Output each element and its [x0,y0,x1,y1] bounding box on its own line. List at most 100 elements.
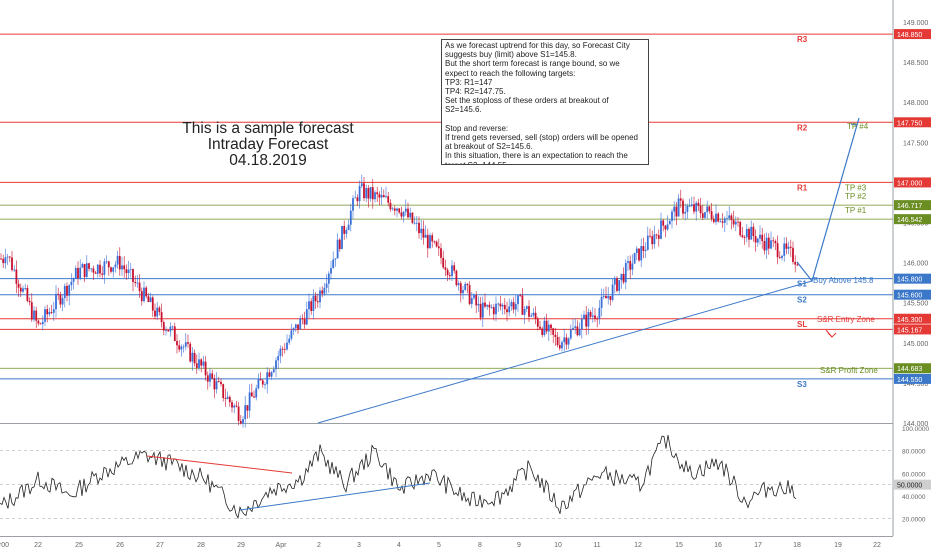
candle-body [52,309,55,313]
candle-body [550,324,552,329]
candle-body [651,236,654,245]
candle-body [556,336,559,346]
candle-body [88,263,90,269]
price-tag-pz: 144.683 [897,366,922,373]
note-line [445,115,645,124]
candle-body [39,323,42,325]
candle-body [468,285,471,305]
candle-body [561,342,563,349]
note-line: Set the stoploss of these orders at brea… [445,96,611,115]
candle-body [787,246,790,249]
candle-body [325,283,328,288]
candle-body [279,348,282,357]
candle-body [162,322,165,331]
candle-body [123,265,126,270]
candle-body [136,282,139,284]
level-label-s1: S1 [797,280,807,289]
candle-body [217,381,220,382]
candle-body [644,249,647,251]
candle-body [607,296,610,299]
candle-body [688,205,691,207]
candle-body [723,218,726,223]
candle-body [655,234,658,236]
candles [0,174,799,428]
candle-body [431,235,434,242]
candle-body [371,187,374,200]
candle-body [426,234,429,249]
candle-body [486,304,489,307]
candle-body [514,303,517,310]
time-tick-label: 11 [593,542,600,549]
level-label-sl: SL [797,320,807,329]
note-line: Stop and reverse: [445,123,509,133]
candle-body [173,326,176,342]
candle-body [231,402,233,408]
osc-divergence-blue [239,482,431,511]
candle-body [646,235,649,250]
candle-body [715,213,717,223]
candle-body [633,253,636,264]
candle-body [48,312,51,315]
time-tick-label: 5 [437,542,441,549]
candle-body [378,194,381,198]
candle-body [413,222,416,224]
candle-body [409,212,412,218]
price-tick-label: 145.000 [903,341,928,348]
candle-body [310,301,313,311]
candle-body [369,187,372,199]
price-tag-bg [894,117,931,128]
candle-body [761,234,764,242]
candle-body [266,372,269,385]
candle-body [407,208,409,218]
candle-body [563,337,566,343]
candle-body [675,206,678,217]
candle-body [220,381,222,385]
candle-body [19,287,22,292]
candle-body [770,240,772,249]
candle-body [233,405,236,408]
candle-body [624,262,627,283]
candle-body [620,273,623,281]
candle-body [118,255,121,270]
candle-body [290,330,293,339]
candle-body [332,259,335,269]
candle-body [79,267,82,279]
candle-body [180,346,183,350]
candle-body [30,302,33,320]
price-tag-r1: 147.000 [897,180,922,187]
candle-body [576,326,579,336]
candle-body [679,198,682,201]
candle-body [96,264,99,274]
time-axis[interactable]: r00 22 25 26 27 28 29 Apr 2 3 4 5 8 9 10 11 12 15 16 17 18 19… [0,536,893,550]
candle-body [690,204,693,206]
candle-body [429,235,431,249]
candle-body [8,256,11,258]
price-tick-label: 148.500 [903,60,928,67]
candle-body [772,240,775,242]
price-tag-bg [894,313,931,324]
candle-body [281,348,284,350]
level-label-tp1: TP #1 [845,206,867,215]
candle-body [222,384,225,399]
candle-body [792,247,794,263]
candle-body [737,221,739,223]
sr-entry-label: S&R Entry Zone [817,315,875,324]
price-tag-sl: 145.300 [897,317,922,324]
candle-body [363,183,365,199]
candle-body [195,363,198,368]
candle-body [323,287,326,294]
candle-body [605,296,607,299]
candle-body [759,234,761,239]
candle-body [455,270,458,286]
candle-body [539,326,541,329]
candle-body [237,406,240,421]
candle-body [347,224,350,231]
candle-body [490,307,493,308]
trend-overlay [317,117,860,424]
candle-body [17,283,20,288]
candle-body [387,196,390,203]
candle-body [708,206,711,212]
candle-body [411,212,414,223]
candle-body [189,343,192,362]
candle-body [418,222,420,234]
